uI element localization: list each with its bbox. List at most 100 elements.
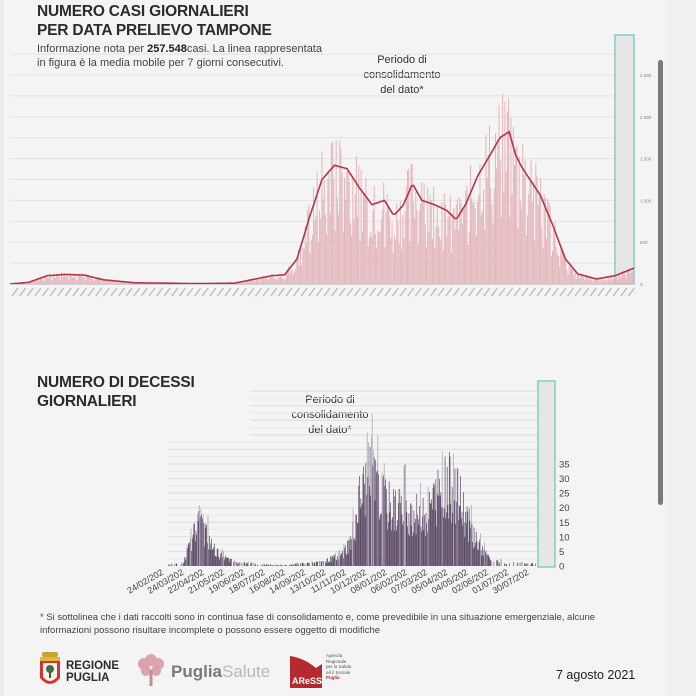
cases-bar xyxy=(442,250,444,284)
deaths-bar xyxy=(438,495,440,566)
deaths-bar xyxy=(339,555,341,566)
deaths-bar xyxy=(531,562,532,566)
cases-bar xyxy=(56,273,58,284)
cases-bar xyxy=(273,278,275,284)
cases-bar xyxy=(398,242,400,284)
cases-x-tick-label xyxy=(483,287,491,297)
deaths-bar xyxy=(388,522,389,566)
cases-bar xyxy=(485,134,487,284)
deaths-bar xyxy=(474,546,476,566)
deaths-bar xyxy=(404,464,406,566)
cases-x-tick-label xyxy=(254,287,263,297)
deaths-bar xyxy=(375,460,377,566)
logo-regione-puglia[interactable]: REGIONE PUGLIA xyxy=(38,652,128,692)
cases-bar xyxy=(26,283,28,284)
cases-x-tick-label xyxy=(171,287,179,297)
cases-bar xyxy=(505,171,507,284)
cases-bar xyxy=(298,265,300,284)
deaths-bar xyxy=(400,502,401,566)
cases-bar xyxy=(319,210,321,284)
deaths-bar xyxy=(350,549,352,566)
deaths-bar xyxy=(279,565,280,566)
deaths-bar xyxy=(329,562,331,566)
vertical-scrollbar[interactable] xyxy=(658,60,663,505)
cases-bar xyxy=(278,276,280,284)
logo-aress[interactable]: AReSS Agenzia Regionale per la Salute ed… xyxy=(290,650,400,692)
deaths-bar xyxy=(188,542,190,566)
logo-puglia-salute[interactable]: PugliaSalute xyxy=(136,652,276,690)
cases-bar xyxy=(568,265,570,284)
cases-bar xyxy=(540,177,542,284)
cases-x-tick-label xyxy=(536,287,544,297)
cases-bar xyxy=(370,232,372,284)
cases-bar xyxy=(532,181,534,284)
deaths-bar xyxy=(487,554,488,566)
cases-x-axis-labels xyxy=(11,287,635,297)
deaths-bar xyxy=(465,511,466,566)
deaths-bar xyxy=(390,530,392,566)
deaths-bar xyxy=(341,554,343,566)
cases-bar xyxy=(431,238,433,284)
deaths-bar xyxy=(214,543,215,566)
cases-bar xyxy=(580,273,582,284)
deaths-bar xyxy=(192,534,194,566)
deaths-bar xyxy=(233,562,234,566)
deaths-bar xyxy=(276,564,277,566)
cases-bar xyxy=(80,274,82,284)
cases-bar xyxy=(276,280,278,284)
deaths-bar xyxy=(201,518,203,566)
cases-x-tick-label xyxy=(293,287,301,297)
deaths-bar xyxy=(378,474,379,566)
cases-bar xyxy=(541,227,543,284)
cases-bar xyxy=(509,217,511,284)
cases-bar xyxy=(132,282,134,284)
cases-bar xyxy=(240,282,242,284)
cases-bar xyxy=(260,277,262,284)
cases-bar xyxy=(314,221,316,284)
deaths-bar xyxy=(255,563,256,566)
cases-moving-average-line xyxy=(9,130,635,285)
deaths-consolidation-annotation: Periodo di consolidamento del dato* xyxy=(291,394,369,436)
deaths-bar xyxy=(319,560,321,566)
cases-x-tick-label xyxy=(528,287,536,297)
cases-bar xyxy=(585,277,587,284)
deaths-bar xyxy=(325,561,326,566)
cases-bar xyxy=(253,279,255,284)
cases-bar xyxy=(617,279,619,284)
deaths-bar xyxy=(419,483,421,566)
deaths-bar xyxy=(216,556,217,566)
cases-x-tick-label xyxy=(156,287,164,297)
deaths-bar xyxy=(385,489,387,566)
deaths-bar xyxy=(459,506,461,566)
cases-bar xyxy=(499,159,501,284)
deaths-bar xyxy=(325,563,327,566)
deaths-bar xyxy=(175,563,177,566)
deaths-bar xyxy=(184,560,186,566)
deaths-bar xyxy=(321,561,323,566)
cases-x-tick-label xyxy=(369,287,377,297)
deaths-bar xyxy=(348,539,350,566)
deaths-bar xyxy=(191,550,193,566)
cases-bar xyxy=(544,197,546,284)
deaths-bar xyxy=(199,504,200,566)
deaths-bar xyxy=(359,475,360,566)
cases-x-tick-label xyxy=(589,287,597,297)
cases-bar xyxy=(75,278,77,284)
deaths-bar xyxy=(204,546,205,566)
deaths-bar xyxy=(471,523,473,566)
cases-bar xyxy=(72,277,74,284)
cases-bar xyxy=(248,280,250,284)
deaths-bar xyxy=(477,549,478,566)
cases-bar xyxy=(399,201,401,284)
deaths-bar xyxy=(397,519,398,566)
cases-bar xyxy=(454,229,456,284)
deaths-bar xyxy=(395,490,396,566)
deaths-bar xyxy=(293,564,294,566)
deaths-bar xyxy=(199,516,201,566)
cases-bar xyxy=(238,283,240,284)
cases-x-tick-label xyxy=(209,287,217,297)
cases-bar xyxy=(367,246,369,284)
deaths-bar xyxy=(414,522,415,566)
cases-bar xyxy=(488,125,490,284)
deaths-bar xyxy=(364,516,366,566)
